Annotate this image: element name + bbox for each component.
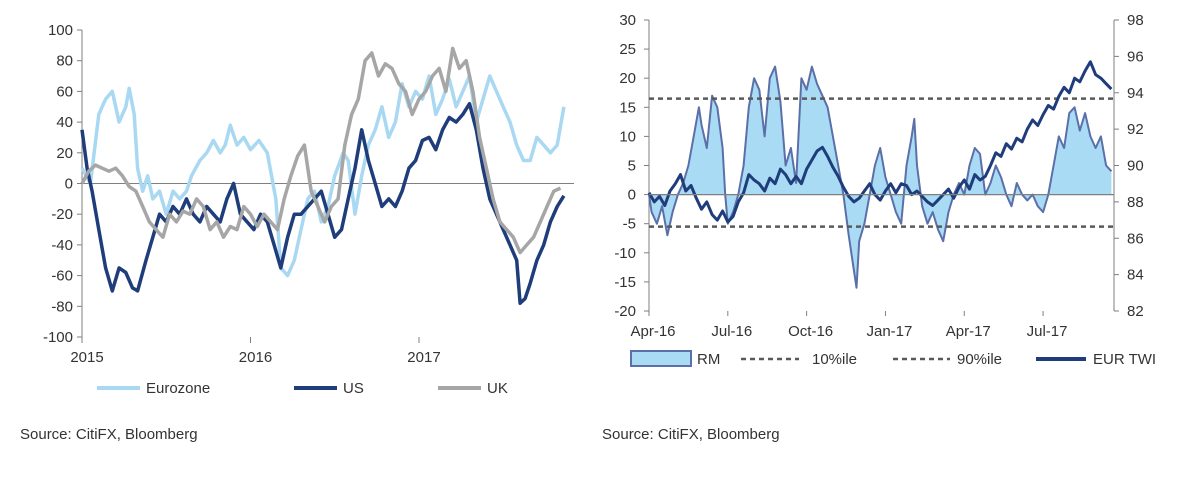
chart2-x-tick-label: Jan-17 <box>867 323 913 340</box>
chart2-x-ticks: Apr-16 Jul-16 Oct-16 Jan-17 Apr-17 Jul-17 <box>630 311 1067 340</box>
chart2-left-tick-label: -20 <box>614 303 636 320</box>
legend-eurozone-label: Eurozone <box>146 380 210 397</box>
chart2-right-tick-label: 92 <box>1127 121 1144 138</box>
chart2-x-tick-label: Oct-16 <box>788 323 833 340</box>
chart1-y-tick-label: 20 <box>56 145 73 162</box>
chart2-legend: RM 10%ile 90%ile EUR TWI <box>630 350 1156 368</box>
chart2-left-tick-label: 10 <box>619 128 636 145</box>
chart1-y-tick-label: -40 <box>51 237 73 254</box>
chart2-left-tick-label: 20 <box>619 70 636 87</box>
chart1-y-tick-label: 100 <box>48 22 73 39</box>
chart1-y-tick-label: 60 <box>56 83 73 100</box>
chart2-right-y-ticks: 98 96 94 92 90 88 86 84 82 <box>1114 12 1144 320</box>
chart1-y-tick-label: -80 <box>51 298 73 315</box>
chart2-left-tick-label: 25 <box>619 41 636 58</box>
chart2-source-note: Source: CitiFX, Bloomberg <box>602 426 780 443</box>
chart1-y-tick-label: -20 <box>51 206 73 223</box>
chart1-series <box>80 46 566 305</box>
chart2-right-tick-label: 96 <box>1127 48 1144 65</box>
chart2-left-tick-label: -10 <box>614 245 636 262</box>
chart2-x-tick-label: Jul-17 <box>1027 323 1068 340</box>
chart2-right-tick-label: 86 <box>1127 230 1144 247</box>
chart-2: 30 25 20 15 10 5 0 -5 -10 -15 -20 98 96 94 92 90 88 86 84… <box>614 12 1156 368</box>
chart2-right-tick-label: 94 <box>1127 85 1144 102</box>
legend-rm-label: RM <box>697 351 720 368</box>
series-line-us <box>80 101 566 305</box>
chart2-series <box>647 60 1114 289</box>
chart1-y-tick-label: 0 <box>65 176 73 193</box>
rm-outline <box>648 65 1113 289</box>
chart2-left-tick-label: -5 <box>623 216 636 233</box>
chart2-left-tick-label: -15 <box>614 274 636 291</box>
chart2-left-tick-label: 30 <box>619 12 636 29</box>
legend-rm-swatch <box>630 350 692 367</box>
chart2-right-tick-label: 90 <box>1127 158 1144 175</box>
chart2-right-tick-label: 88 <box>1127 194 1144 211</box>
chart2-x-tick-label: Jul-16 <box>711 323 752 340</box>
chart2-left-tick-label: 5 <box>628 158 636 175</box>
chart1-source-note: Source: CitiFX, Bloomberg <box>20 426 198 443</box>
chart1-legend: Eurozone US UK <box>97 380 508 397</box>
rm-area <box>649 66 1112 288</box>
series-line-uk <box>80 46 562 255</box>
chart1-y-tick-label: 40 <box>56 114 73 131</box>
eur-twi-line <box>647 60 1113 224</box>
chart1-y-tick-label: 80 <box>56 53 73 70</box>
chart1-x-tick-label: 2017 <box>407 349 440 366</box>
legend-p90-label: 90%ile <box>957 351 1002 368</box>
chart1-y-tick-label: -100 <box>43 329 73 346</box>
chart1-x-tick-label: 2016 <box>239 349 272 366</box>
chart2-left-y-ticks: 30 25 20 15 10 5 0 -5 -10 -15 -20 <box>614 12 649 320</box>
series-line-eurozone <box>80 74 566 278</box>
chart2-right-tick-label: 84 <box>1127 267 1144 284</box>
chart1-x-tick-label: 2015 <box>70 349 103 366</box>
chart2-x-tick-label: Apr-16 <box>630 323 675 340</box>
legend-eurtwi-label: EUR TWI <box>1093 351 1156 368</box>
legend-p10-label: 10%ile <box>812 351 857 368</box>
chart2-x-tick-label: Apr-17 <box>946 323 991 340</box>
chart2-left-tick-label: 15 <box>619 99 636 116</box>
chart1-y-ticks: 100 80 60 40 20 0 -20 -40 -60 -80 -100 <box>43 22 82 346</box>
chart2-right-tick-label: 82 <box>1127 303 1144 320</box>
chart2-right-tick-label: 98 <box>1127 12 1144 29</box>
legend-uk-label: UK <box>487 380 508 397</box>
chart2-left-tick-label: 0 <box>628 187 636 204</box>
legend-us-label: US <box>343 380 364 397</box>
chart1-y-tick-label: -60 <box>51 268 73 285</box>
chart1-x-ticks: 2015 2016 2017 <box>70 337 441 366</box>
